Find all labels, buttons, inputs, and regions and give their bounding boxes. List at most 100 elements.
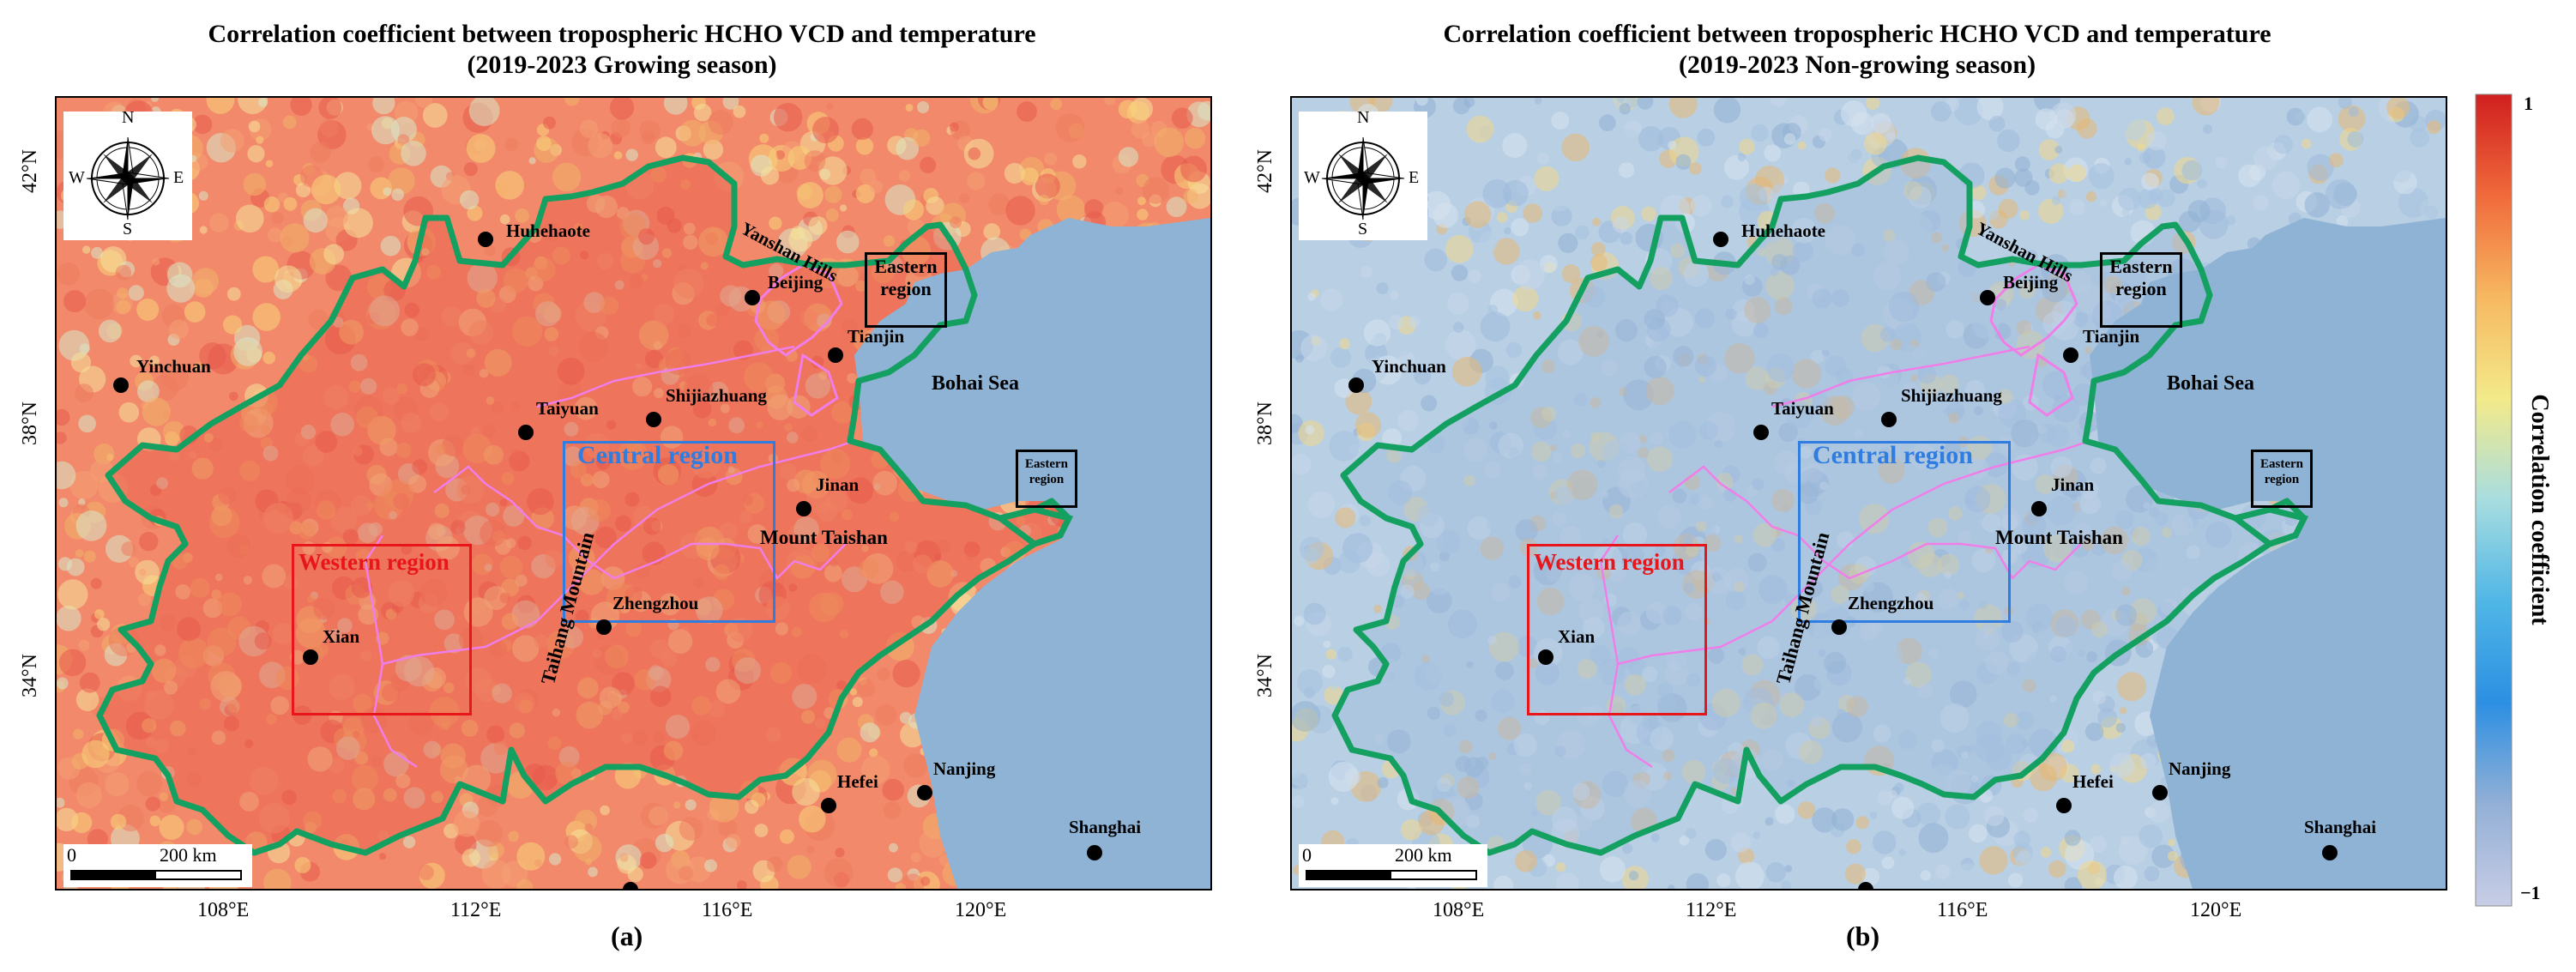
scale-bar-graphic xyxy=(1306,870,1477,880)
eastern-label-line2: region xyxy=(2115,278,2167,299)
eastern-region-box-north[interactable] xyxy=(865,252,947,328)
panel-a-title: Correlation coefficient between troposph… xyxy=(77,19,1167,81)
bohai-sea-label: Bohai Sea xyxy=(2167,372,2255,395)
city-label-shijiazhuang: Shijiazhuang xyxy=(1901,385,2002,406)
central-region-label: Central region xyxy=(577,441,738,469)
city-marker-nanjing[interactable] xyxy=(917,785,932,800)
city-label-zhengzhou: Zhengzhou xyxy=(612,593,699,613)
province-boundary-beijing-tianjin xyxy=(1989,263,2078,417)
city-label-xian: Xian xyxy=(323,626,360,647)
lat-tick-42: 42°N xyxy=(18,149,41,193)
bohai-sea-area xyxy=(2115,239,2321,492)
map-edge-marker xyxy=(623,882,638,889)
lon-tick-108: 108°E xyxy=(1433,899,1485,921)
city-marker-shijiazhuang[interactable] xyxy=(646,412,661,427)
eastern-region-box-north[interactable] xyxy=(2100,252,2182,328)
eastern-region-label-south: Eastern region xyxy=(1016,456,1077,487)
eastern-label-line2: region xyxy=(2264,473,2300,486)
city-marker-jinan[interactable] xyxy=(2031,501,2047,516)
lon-tick-108: 108°E xyxy=(197,899,250,921)
eastern-label-line1: Eastern xyxy=(2260,457,2303,471)
city-marker-xian[interactable] xyxy=(1538,649,1553,665)
eastern-label-line1: Eastern xyxy=(1025,457,1068,471)
lon-tick-112: 112°E xyxy=(1686,899,1737,921)
compass-w: W xyxy=(1304,168,1320,187)
mount-taishan-label: Mount Taishan xyxy=(1995,527,2123,548)
city-label-tianjin: Tianjin xyxy=(848,326,905,347)
province-boundaries xyxy=(1599,345,2090,769)
map-canvas xyxy=(57,98,1210,889)
city-label-hefei: Hefei xyxy=(2072,771,2114,792)
scale-bar-distance: 200 km xyxy=(1395,844,1452,866)
central-region-box[interactable] xyxy=(1798,441,2011,623)
province-boundary-beijing-tianjin xyxy=(754,263,843,417)
eastern-label-line2: region xyxy=(1029,473,1065,486)
city-label-hefei: Hefei xyxy=(837,771,878,792)
lat-tick-42: 42°N xyxy=(1253,149,1276,193)
city-marker-yinchuan[interactable] xyxy=(113,377,129,393)
city-label-beijing: Beijing xyxy=(2003,272,2059,293)
compass-rose: N S W E xyxy=(1299,108,1427,240)
city-label-yinchuan: Yinchuan xyxy=(1372,356,1446,377)
lat-tick-38: 38°N xyxy=(1253,401,1276,445)
city-marker-nanjing[interactable] xyxy=(2152,785,2168,800)
western-region-box[interactable] xyxy=(292,544,472,715)
map-panel-a[interactable]: N S W E 0 200 km Central region Western … xyxy=(55,96,1212,890)
city-marker-shanghai[interactable] xyxy=(1087,845,1102,860)
western-region-box[interactable] xyxy=(1527,544,1707,715)
city-label-jinan: Jinan xyxy=(816,474,860,495)
lat-tick-34: 34°N xyxy=(18,654,41,697)
city-marker-tianjin[interactable] xyxy=(2063,347,2078,363)
panel-b-title-line1: Correlation coefficient between troposph… xyxy=(1443,20,2271,48)
city-marker-taiyuan[interactable] xyxy=(518,425,534,440)
city-marker-beijing[interactable] xyxy=(745,290,760,305)
lat-tick-34: 34°N xyxy=(1253,654,1276,697)
city-marker-tianjin[interactable] xyxy=(828,347,843,363)
city-label-taiyuan: Taiyuan xyxy=(1771,398,1834,419)
compass-e: E xyxy=(173,168,184,187)
eastern-region-label-north: Eastern region xyxy=(865,256,947,300)
city-marker-hefei[interactable] xyxy=(2056,798,2072,813)
eastern-region-box-south[interactable] xyxy=(1016,450,1077,508)
lon-tick-120: 120°E xyxy=(955,899,1007,921)
compass-rose-icon xyxy=(86,136,170,220)
city-label-nanjing: Nanjing xyxy=(2169,758,2231,779)
map-panel-b[interactable]: N S W E 0 200 km Central region Western … xyxy=(1290,96,2447,890)
city-marker-hefei[interactable] xyxy=(821,798,836,813)
eastern-label-line1: Eastern xyxy=(2109,256,2173,277)
eastern-label-line2: region xyxy=(880,278,932,299)
city-label-nanjing: Nanjing xyxy=(933,758,996,779)
scale-bar-graphic xyxy=(70,870,242,880)
city-label-huhehaote: Huhehaote xyxy=(506,220,591,241)
eastern-region-label-south: Eastern region xyxy=(2251,456,2313,487)
city-marker-jinan[interactable] xyxy=(796,501,811,516)
city-marker-huhehaote[interactable] xyxy=(478,232,493,247)
city-marker-zhengzhou[interactable] xyxy=(1831,619,1847,635)
city-marker-zhengzhou[interactable] xyxy=(596,619,612,635)
panel-b-title-line2: (2019-2023 Non-growing season) xyxy=(1678,51,2036,79)
colorbar-title: Correlation coefficient xyxy=(2526,394,2553,625)
city-label-shanghai: Shanghai xyxy=(1069,817,1142,837)
city-marker-huhehaote[interactable] xyxy=(1713,232,1728,247)
scale-bar-zero: 0 xyxy=(1302,844,1312,866)
colorbar-max-label: 1 xyxy=(2524,93,2533,114)
compass-n: N xyxy=(1357,108,1370,127)
city-marker-shijiazhuang[interactable] xyxy=(1881,412,1897,427)
scale-bar: 0 200 km xyxy=(63,844,252,887)
city-marker-shanghai[interactable] xyxy=(2322,845,2338,860)
mount-taishan-label: Mount Taishan xyxy=(760,527,888,548)
panel-a-label: (a) xyxy=(611,921,643,951)
city-marker-taiyuan[interactable] xyxy=(1753,425,1769,440)
city-label-huhehaote: Huhehaote xyxy=(1741,220,1826,241)
city-marker-yinchuan[interactable] xyxy=(1348,377,1364,393)
panel-b-title: Correlation coefficient between troposph… xyxy=(1312,19,2402,81)
eastern-region-box-south[interactable] xyxy=(2251,450,2313,508)
central-region-box[interactable] xyxy=(563,441,775,623)
province-boundaries xyxy=(364,345,855,769)
city-label-beijing: Beijing xyxy=(768,272,823,293)
city-marker-beijing[interactable] xyxy=(1980,290,1995,305)
city-marker-xian[interactable] xyxy=(303,649,318,665)
panel-b-label: (b) xyxy=(1846,921,1880,951)
scale-bar: 0 200 km xyxy=(1299,844,1487,887)
compass-n: N xyxy=(122,108,135,127)
